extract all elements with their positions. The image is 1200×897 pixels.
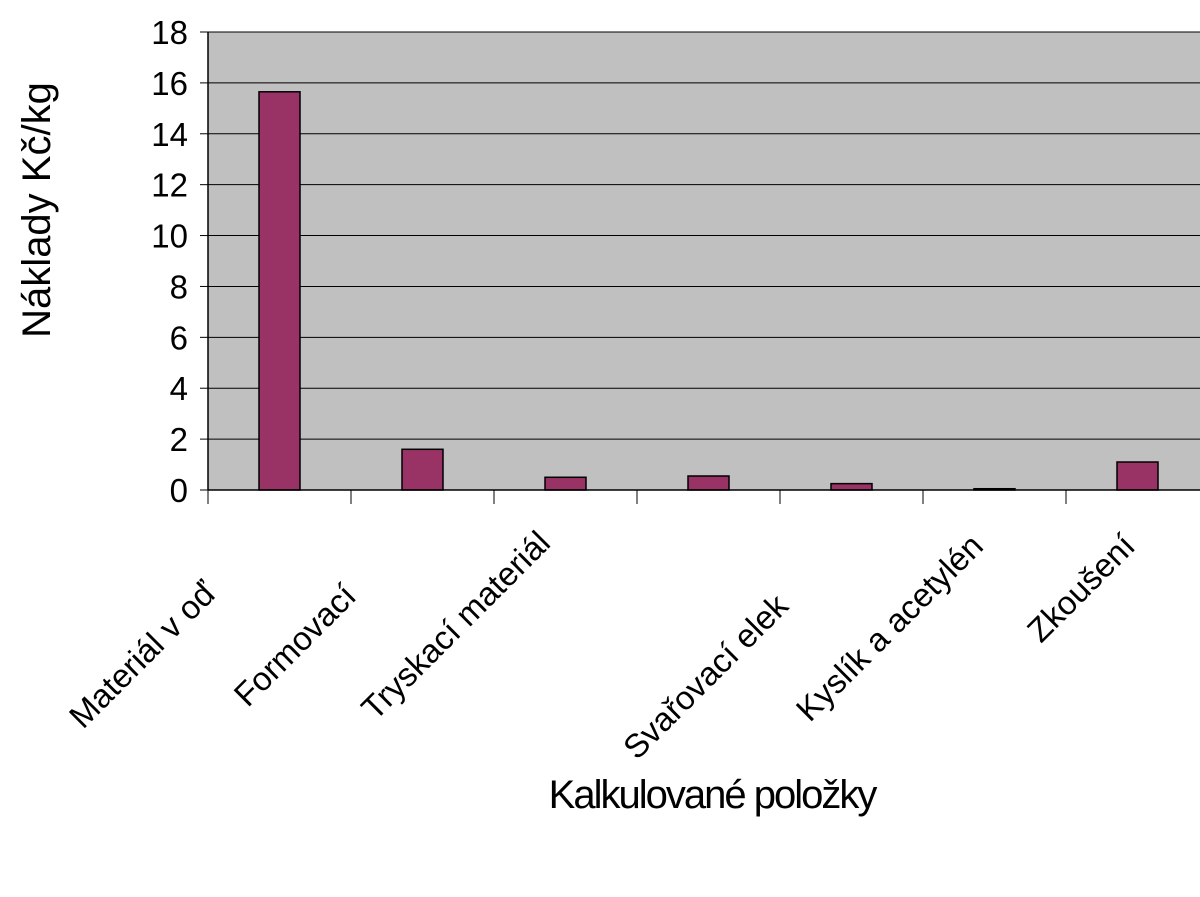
y-tick-label: 6 <box>170 319 188 356</box>
plot-area <box>208 32 1200 490</box>
bar <box>544 476 587 491</box>
y-tick-label: 16 <box>151 65 188 102</box>
y-tick-label: 2 <box>170 421 188 458</box>
y-tick-labels: 0 2 4 6 8 10 12 14 16 18 <box>151 14 188 509</box>
y-tick-label: 0 <box>170 472 188 509</box>
x-tick-label: Zkoušení <box>1020 527 1142 649</box>
y-tick-label: 12 <box>151 167 188 204</box>
y-tick-label: 8 <box>170 268 188 305</box>
y-axis-title: Náklady Kč/kg <box>15 82 59 338</box>
gridlines <box>208 31 1200 440</box>
bar <box>830 482 873 491</box>
bars <box>258 91 1159 491</box>
x-tick-label: Formovací <box>227 577 363 713</box>
x-tick-label: Tryskací materiál <box>354 524 557 727</box>
bar <box>687 475 730 491</box>
bar <box>1116 461 1159 491</box>
x-tick-labels: Materiál v oď Formovací Tryskací materiál… <box>62 524 1142 766</box>
y-tick-label: 10 <box>151 218 188 255</box>
axes <box>200 31 1200 504</box>
bar <box>258 91 301 491</box>
y-tick-label: 18 <box>151 14 188 51</box>
x-tick-label: Svařovací elek <box>616 586 796 766</box>
x-axis-title: Kalkulované položky <box>549 773 878 817</box>
x-tick-label: Kyslík a acetylén <box>789 527 990 728</box>
bar <box>401 448 444 491</box>
y-tick-label: 4 <box>170 370 188 407</box>
y-tick-label: 14 <box>151 116 188 153</box>
x-tick-label: Materiál v oď <box>62 573 224 735</box>
